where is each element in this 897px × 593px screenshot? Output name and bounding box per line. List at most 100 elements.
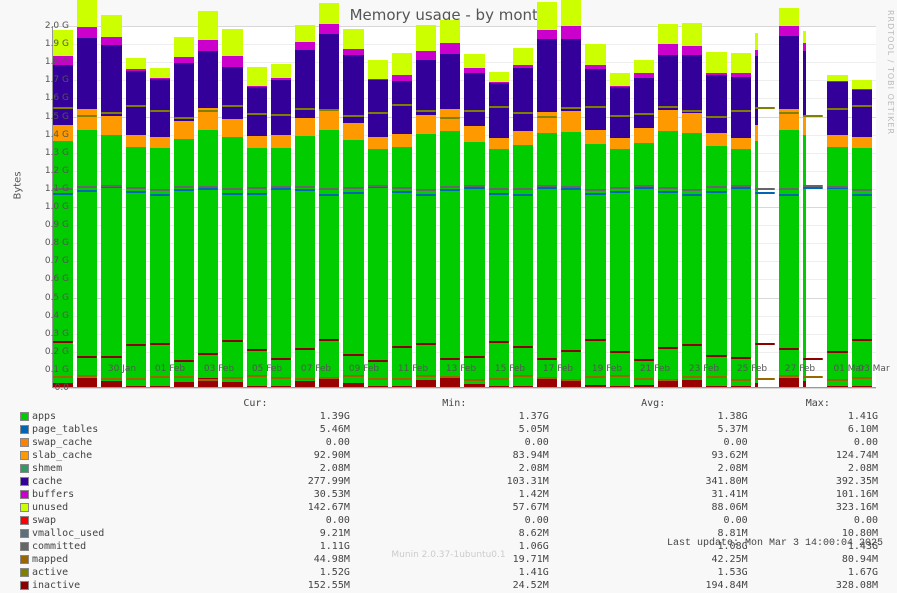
overlay-line-active: [827, 108, 847, 110]
legend-header-cell: Max:: [754, 398, 882, 409]
overlay-line-page_tables: [343, 192, 363, 194]
overlay-line-active: [440, 117, 460, 119]
bar-segment-apps: [513, 145, 533, 385]
legend-series-label: swap_cache: [32, 437, 92, 448]
legend-value-cur: 277.99M: [157, 476, 354, 487]
bar-column: [222, 29, 242, 387]
bar-segment-inactive: [585, 385, 605, 387]
legend-table: Cur:Min:Avg:Max:apps1.39G1.37G1.38G1.41G…: [14, 396, 884, 593]
legend-value-avg: 1.38G: [555, 411, 752, 422]
legend-value-min: 0.00: [356, 515, 553, 526]
bar-segment-apps: [803, 135, 806, 380]
bar-segment-inactive: [513, 386, 533, 387]
bar-segment-inactive: [343, 383, 363, 387]
bar-segment-buffers: [682, 46, 702, 55]
bar-segment-slab_cache: [247, 136, 267, 148]
overlay-line-inactive_ln: [77, 356, 97, 358]
overlay-line-mapped: [101, 378, 121, 380]
overlay-line-mapped: [755, 378, 775, 380]
overlay-line-page_tables: [513, 194, 533, 196]
bar-segment-cache: [464, 73, 484, 127]
bar-column: [126, 58, 146, 387]
overlay-line-inactive_ln: [585, 339, 605, 341]
legend-value-max: 101.16M: [754, 489, 882, 500]
legend-row: unused142.67M57.67M88.06M323.16M: [16, 502, 882, 513]
overlay-line-page_tables: [440, 189, 460, 191]
legend-row: inactive152.55M24.52M194.84M328.08M: [16, 580, 882, 591]
bar-segment-inactive: [537, 379, 557, 387]
bar-segment-unused: [561, 0, 581, 26]
legend-row: swap_cache0.000.000.000.00: [16, 437, 882, 448]
legend-value-cur: 30.53M: [157, 489, 354, 500]
legend-value-min: 1.37G: [356, 411, 553, 422]
y-tick-label: 0.7 G: [29, 256, 69, 266]
bar-segment-cache: [779, 36, 799, 109]
bar-segment-unused: [126, 58, 146, 69]
bar-segment-buffers: [658, 44, 678, 54]
y-tick-label: 1.7 G: [29, 75, 69, 85]
rrdtool-watermark: RRDTOOL / TOBI OETIKER: [886, 10, 895, 135]
bar-segment-slab_cache: [610, 138, 630, 149]
legend-series-label: inactive: [32, 580, 80, 591]
overlay-line-mapped: [392, 378, 412, 380]
bar-column: [658, 24, 678, 387]
overlay-line-page_tables: [77, 190, 97, 192]
bar-segment-slab_cache: [585, 130, 605, 145]
legend-label-cell: swap: [16, 515, 155, 526]
overlay-line-mapped: [247, 375, 267, 377]
bar-segment-buffers: [440, 43, 460, 53]
bar-segment-cache: [731, 77, 751, 138]
bar-segment-slab_cache: [343, 123, 363, 140]
overlay-line-page_tables: [634, 187, 654, 189]
bar-segment-cache: [368, 80, 388, 138]
legend-value-avg: 93.62M: [555, 450, 752, 461]
overlay-line-inactive_ln: [827, 351, 847, 353]
legend-value-max: 392.35M: [754, 476, 882, 487]
y-tick-label: 0.8 G: [29, 238, 69, 248]
bar-segment-unused: [706, 52, 726, 73]
overlay-line-mapped: [561, 379, 581, 381]
overlay-line-page_tables: [585, 193, 605, 195]
legend-series-label: swap: [32, 515, 56, 526]
overlay-line-committed: [852, 189, 872, 191]
bar-segment-buffers: [319, 24, 339, 35]
overlay-line-mapped: [706, 376, 726, 378]
legend-value-min: 1.42M: [356, 489, 553, 500]
overlay-line-committed: [779, 188, 799, 190]
bar-column: [852, 80, 872, 387]
legend-value-avg: 2.08M: [555, 463, 752, 474]
legend-value-max: 0.00: [754, 437, 882, 448]
legend-header-cell: [16, 398, 155, 409]
overlay-line-committed: [198, 186, 218, 188]
overlay-line-page_tables: [392, 191, 412, 193]
bar-segment-unused: [852, 80, 872, 89]
bar-segment-apps: [489, 149, 509, 386]
bar-segment-apps: [561, 132, 581, 379]
overlay-line-inactive_ln: [489, 341, 509, 343]
overlay-line-committed: [731, 185, 751, 187]
overlay-line-active: [731, 110, 751, 112]
overlay-line-active: [53, 107, 73, 109]
bar-column: [731, 53, 751, 387]
bar-segment-buffers: [779, 26, 799, 37]
bar-segment-cache: [222, 67, 242, 120]
legend-value-avg: 1.53G: [555, 567, 752, 578]
y-tick-label: 0.5 G: [29, 293, 69, 303]
legend-label-cell: inactive: [16, 580, 155, 591]
legend-series-label: apps: [32, 411, 56, 422]
overlay-line-page_tables: [682, 194, 702, 196]
bar-column: [803, 31, 806, 387]
bar-segment-unused: [489, 72, 509, 82]
legend-row: active1.52G1.41G1.53G1.67G: [16, 567, 882, 578]
legend-label-cell: cache: [16, 476, 155, 487]
legend-label-cell: page_tables: [16, 424, 155, 435]
overlay-line-inactive_ln: [755, 343, 775, 345]
bar-segment-buffers: [222, 56, 242, 67]
overlay-line-inactive_ln: [731, 357, 751, 359]
last-update-text: Last update: Mon Mar 3 14:00:04 2025: [667, 538, 883, 549]
overlay-line-inactive_ln: [634, 359, 654, 361]
y-tick-label: 0.4 G: [29, 311, 69, 321]
y-tick-label: 0.9 G: [29, 220, 69, 230]
bar-segment-inactive: [489, 386, 509, 387]
bar-segment-buffers: [77, 27, 97, 38]
